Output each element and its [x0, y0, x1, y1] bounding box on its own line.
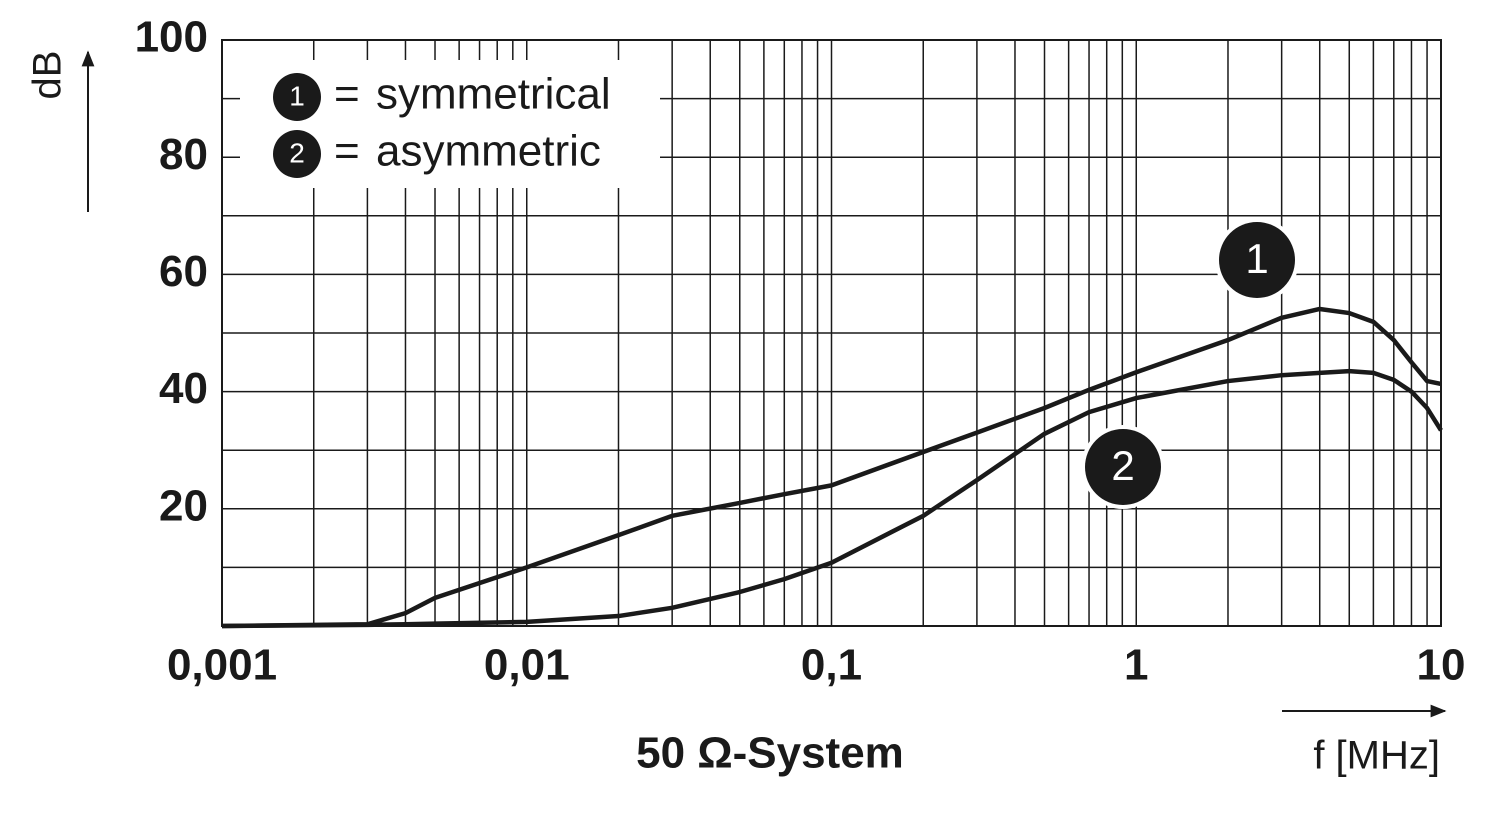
- legend-label: symmetrical: [376, 70, 611, 119]
- y-tick-label: 100: [135, 13, 208, 62]
- y-tick-label: 20: [159, 481, 208, 530]
- legend-label: asymmetric: [376, 127, 601, 176]
- series-label-badge: [1219, 222, 1295, 298]
- y-axis-label: dB: [26, 51, 70, 100]
- legend-badge: [273, 73, 321, 121]
- x-axis-label: f [MHz]: [1313, 734, 1440, 778]
- caption: 50 Ω-System: [636, 729, 904, 778]
- x-tick-label: 0,01: [484, 641, 570, 690]
- legend-badge-label: 2: [289, 137, 305, 168]
- x-tick-label: 10: [1417, 641, 1466, 690]
- x-tick-label: 1: [1124, 641, 1148, 690]
- series-label: 1: [1245, 235, 1268, 282]
- y-tick-label: 60: [159, 247, 208, 296]
- series-label: 2: [1111, 442, 1134, 489]
- legend-badge-label: 1: [289, 80, 305, 111]
- legend-badge: [273, 130, 321, 178]
- y-tick-label: 80: [159, 130, 208, 179]
- x-tick-label: 0,001: [167, 641, 277, 690]
- legend-separator: =: [334, 127, 360, 176]
- legend-separator: =: [334, 70, 360, 119]
- x-tick-label: 0,1: [801, 641, 862, 690]
- series-label-badge: [1085, 429, 1161, 505]
- line-series: [221, 306, 1442, 629]
- y-tick-label: 40: [159, 364, 208, 413]
- line-series: [221, 368, 1443, 629]
